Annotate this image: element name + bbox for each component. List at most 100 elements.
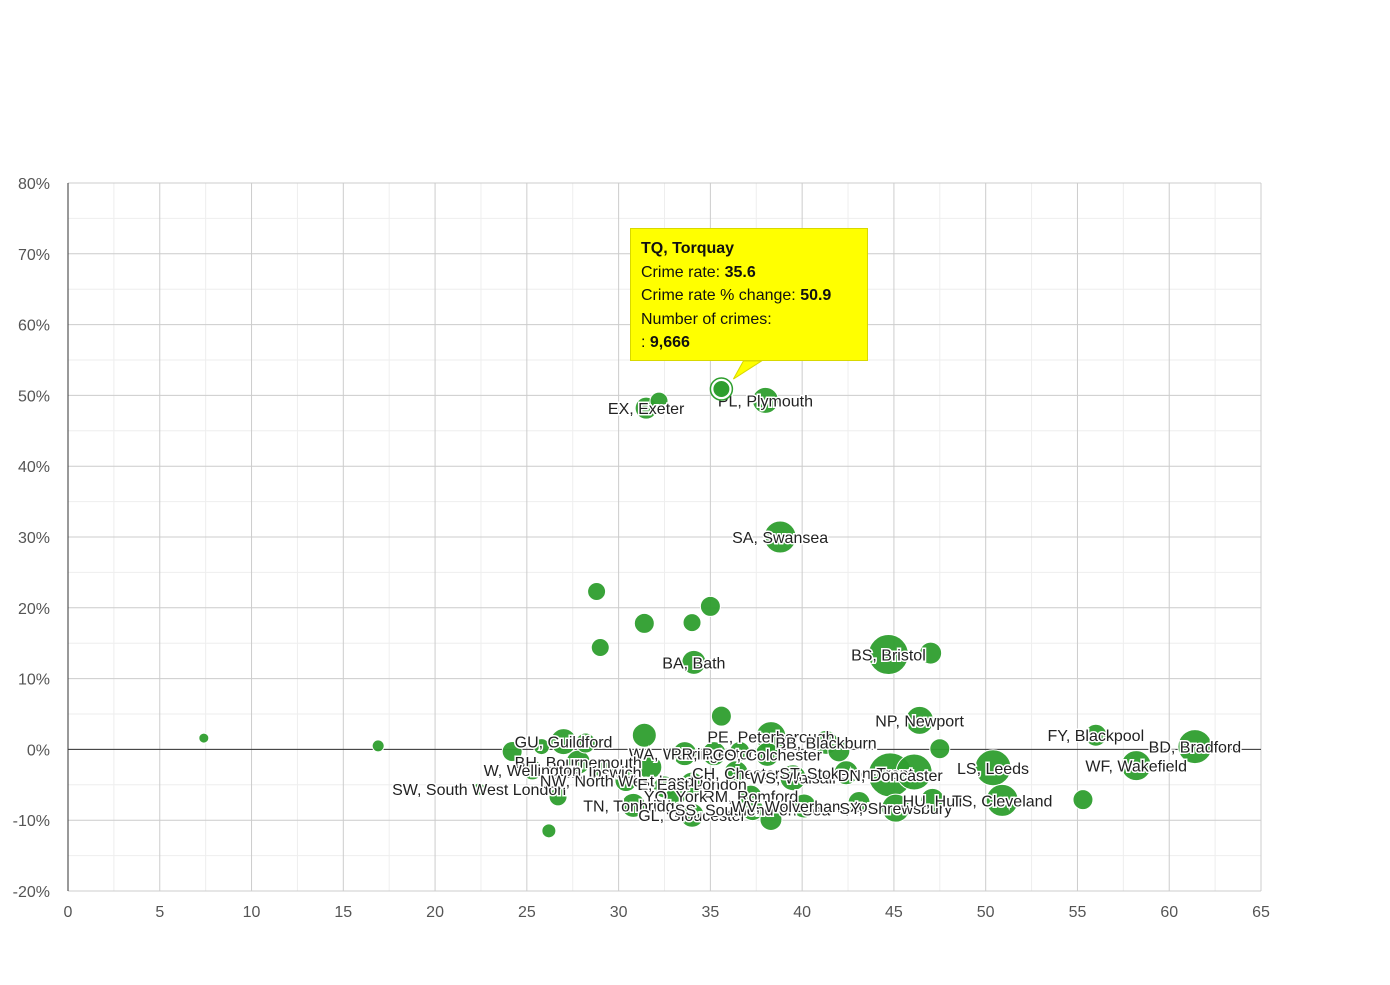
x-tick-label: 15 [334,904,352,921]
data-bubble [587,582,607,602]
bubble-label: WV, Wolverhampton [732,799,877,816]
bubble-label: YO, York [644,789,708,806]
data-bubble [631,722,657,748]
data-bubble [895,753,933,791]
data-bubble [672,741,698,767]
data-bubble [679,771,705,797]
tooltip-pointer-layer [709,360,764,401]
label-layer: EX, Exeter PL, Plymouth SA, Swansea BA, Bat… [391,392,1243,827]
bubble-label: BH, Bournemouth [515,755,642,772]
data-bubble [881,793,911,823]
bubble-label: WA, Warrington [629,747,741,764]
bubble-label: NP, Newport [875,713,964,730]
bubble-label: BB, Blackburn [775,735,876,752]
data-bubble [682,613,702,633]
bubble-label: BA, Bath [662,655,725,672]
data-bubble [198,732,210,744]
tooltip: TQ, Torquay Crime rate: 35.6 Crime rate … [630,228,868,361]
bubble-label: WF, Wakefield [1085,759,1187,776]
bubble-label: RM, Romford [703,789,798,806]
bubble-label: SW, South West London [392,782,566,799]
x-tick-label: 40 [793,904,811,921]
data-bubble [1072,789,1094,811]
bubble-label: NW, North West London [540,774,712,791]
data-bubble [699,595,721,617]
data-bubble [759,807,783,831]
data-bubble [521,759,543,781]
bubble-label: GU, Guildford [515,735,613,752]
y-tick-label: -10% [13,813,50,830]
axis-layer: 0 5 10 15 20 25 30 35 40 45 50 55 60 65 -20% -10% 0% 10% 2… [13,176,1270,921]
tooltip-change-label: Crime rate % change: [641,287,796,304]
x-tick-label: 60 [1160,904,1178,921]
tooltip-crimes-value: 9,666 [649,334,690,351]
data-bubble [637,754,663,780]
bubble-label: SA, Swansea [732,530,828,547]
data-bubble [472,782,486,796]
data-bubble [985,783,1019,817]
y-tick-label: 10% [18,672,50,689]
data-bubble [665,785,687,807]
tooltip-crimes-prefix: : [641,334,646,351]
bubble-label: CH, Chester [692,766,781,783]
bubble-label: WS, Walsall [750,771,836,788]
data-bubble [791,793,817,819]
bubble-label: DN, Doncaster [838,768,944,785]
x-tick-label: 50 [977,904,995,921]
bubble-label: W, Wellington [484,763,582,780]
data-bubble [919,787,945,813]
data-bubble [710,705,732,727]
data-bubble [614,769,638,793]
data-bubble [919,641,943,665]
x-tick-label: 25 [518,904,536,921]
data-bubble [701,741,727,767]
data-bubble [847,791,871,814]
x-tick-label: 30 [610,904,628,921]
x-tick-label: 65 [1252,904,1270,921]
y-tick-label: 40% [18,459,50,476]
data-bubble [754,741,780,767]
data-bubble [929,738,951,760]
highlighted-bubble [713,381,730,398]
bubble-label: TN, Tonbridge [583,798,683,815]
data-bubble [751,386,779,414]
bubble-layer [198,386,1213,839]
data-bubble [763,520,797,554]
y-tick-label: 30% [18,530,50,547]
x-tick-label: 20 [426,904,444,921]
y-tick-label: 70% [18,247,50,264]
x-tick-label: 55 [1069,904,1087,921]
data-bubble [548,787,568,807]
data-bubble [575,732,597,754]
bubble-label: PR, Preston [671,747,757,764]
x-tick-label: 35 [701,904,719,921]
data-bubble [533,738,551,756]
data-bubble [779,764,807,792]
x-tick-label: 45 [885,904,903,921]
y-tick-label: 50% [18,388,50,405]
bubble-label: FY, Blackpool [1047,728,1144,745]
bubble-label: GL, Gloucester [638,808,746,825]
data-bubble [541,823,557,839]
data-bubble [974,749,1012,787]
y-tick-label: -20% [13,884,50,901]
data-bubble [501,741,523,763]
bubble-label: HU, Hull [903,793,963,810]
data-bubble [729,741,751,763]
bubble-label: PE, Peterborough [707,730,834,747]
data-bubble [371,739,385,753]
bubble-label: BD, Bradford [1149,740,1241,757]
data-bubble [633,612,655,634]
bubble-label: EX, Exeter [608,401,685,418]
tooltip-rate-value: 35.6 [724,263,756,281]
data-bubble [1084,723,1108,747]
data-bubble [1177,729,1213,765]
tooltip-crimes-label: Number of crimes: [641,310,772,328]
bubble-label: LS, Leeds [957,761,1029,778]
tooltip-title: TQ, Torquay [641,240,735,257]
bubble-label: PL, Plymouth [718,393,813,410]
data-bubble [827,739,851,763]
bubble-label: SY, Shrewsbury [839,801,952,818]
